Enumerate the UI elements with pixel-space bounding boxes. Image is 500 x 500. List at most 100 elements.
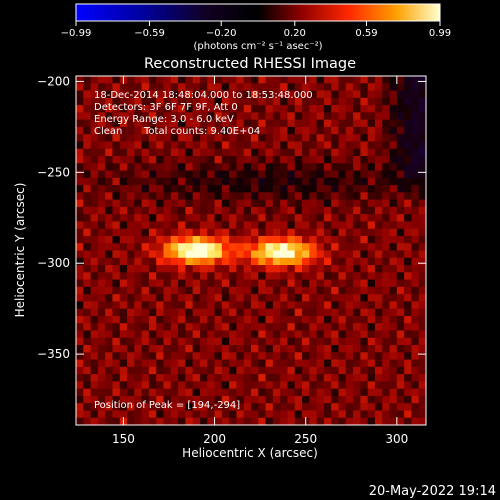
heatmap-cell (229, 308, 238, 317)
heatmap-cell (83, 330, 92, 339)
heatmap-cell (411, 163, 420, 172)
heatmap-cell (97, 243, 106, 252)
heatmap-cell (323, 206, 332, 215)
heatmap-cell (156, 170, 165, 179)
heatmap-cell (258, 83, 267, 92)
heatmap-cell (353, 374, 361, 382)
heatmap-cell (156, 265, 165, 273)
heatmap-cell (294, 206, 303, 215)
heatmap-cell (396, 410, 405, 419)
heatmap-cell (331, 141, 340, 150)
colorbar: −0.99 −0.59 −0.20 0.20 0.59 0.99 (photons cm⁻… (61, 3, 451, 52)
heatmap-cell (272, 366, 281, 375)
heatmap-cell (345, 366, 354, 375)
heatmap-cell (265, 199, 274, 208)
heatmap-cell (170, 315, 179, 324)
heatmap-cell (404, 308, 413, 317)
heatmap-cell (243, 279, 252, 288)
heatmap-cell (280, 330, 289, 339)
heatmap-cell (309, 265, 318, 273)
heatmap-cell (199, 105, 208, 113)
heatmap-cell (134, 155, 143, 164)
heatmap-cell (265, 403, 274, 412)
heatmap-cell (214, 243, 223, 252)
heatmap-cell (294, 243, 303, 252)
heatmap-cell (345, 228, 354, 237)
heatmap-cell (360, 105, 369, 113)
heatmap-cell (338, 301, 347, 310)
heatmap-cell (280, 359, 289, 368)
heatmap-cell (367, 257, 376, 266)
heatmap-cell (156, 345, 165, 353)
heatmap-cell (83, 286, 92, 295)
heatmap-cell (265, 265, 274, 273)
heatmap-cell (207, 199, 216, 208)
heatmap-cell (404, 90, 413, 99)
heatmap-cell (112, 192, 121, 201)
heatmap-cell (251, 294, 259, 302)
heatmap-cell (199, 134, 208, 143)
heatmap-cell (141, 119, 150, 128)
heatmap-cell (251, 374, 259, 382)
heatmap-cell (156, 403, 165, 412)
heatmap-cell (229, 105, 238, 113)
heatmap-cell (192, 403, 201, 412)
heatmap-cell (105, 105, 114, 113)
heatmap-cell (272, 330, 281, 339)
heatmap-cell (76, 170, 84, 179)
heatmap-cell (316, 177, 325, 186)
heatmap-cell (76, 359, 84, 368)
heatmap-cell (127, 105, 135, 113)
heatmap-cell (134, 83, 143, 92)
heatmap-cell (353, 250, 361, 259)
heatmap-cell (90, 315, 99, 324)
heatmap-cell (360, 381, 369, 390)
heatmap-cell (170, 308, 179, 317)
heatmap-cell (105, 83, 114, 92)
heatmap-cell (418, 381, 426, 390)
heatmap-cell (294, 330, 303, 339)
heatmap-cell (112, 163, 121, 172)
heatmap-cell (112, 345, 121, 353)
heatmap-cell (199, 97, 208, 106)
heatmap-cell (382, 243, 391, 252)
heatmap-cell (294, 308, 303, 317)
heatmap-cell (148, 199, 157, 208)
heatmap-cell (280, 337, 289, 346)
heatmap-cell (389, 315, 398, 324)
heatmap-cell (221, 119, 230, 128)
heatmap-cell (323, 90, 332, 99)
heatmap-cell (287, 199, 296, 208)
heatmap-cell (178, 235, 186, 244)
heatmap-cell (90, 308, 99, 317)
heatmap-cell (251, 148, 259, 157)
heatmap-cell (178, 199, 186, 208)
heatmap-cell (382, 221, 391, 230)
heatmap-cell (229, 417, 238, 425)
heatmap-cell (374, 359, 383, 368)
heatmap-cell (214, 83, 223, 92)
heatmap-cell (148, 185, 157, 193)
heatmap-cell (221, 337, 230, 346)
heatmap-cell (265, 250, 274, 259)
heatmap-cell (258, 155, 267, 164)
heatmap-cell (382, 76, 391, 84)
heatmap-cell (214, 235, 223, 244)
heatmap-cell (134, 199, 143, 208)
heatmap-cell (316, 185, 325, 193)
heatmap-cell (367, 250, 376, 259)
heatmap-cell (192, 243, 201, 252)
heatmap-cell (76, 381, 84, 390)
heatmap-cell (199, 90, 208, 99)
heatmap-cell (148, 417, 157, 425)
heatmap-cell (221, 214, 230, 223)
heatmap-cell (178, 228, 186, 237)
heatmap-cell (374, 345, 383, 353)
heatmap-cell (236, 192, 245, 201)
heatmap-cell (163, 265, 172, 273)
heatmap-cell (404, 301, 413, 310)
heatmap-cell (141, 170, 150, 179)
heatmap-cell (163, 337, 172, 346)
heatmap-cell (374, 206, 383, 215)
heatmap-cell (287, 126, 296, 135)
